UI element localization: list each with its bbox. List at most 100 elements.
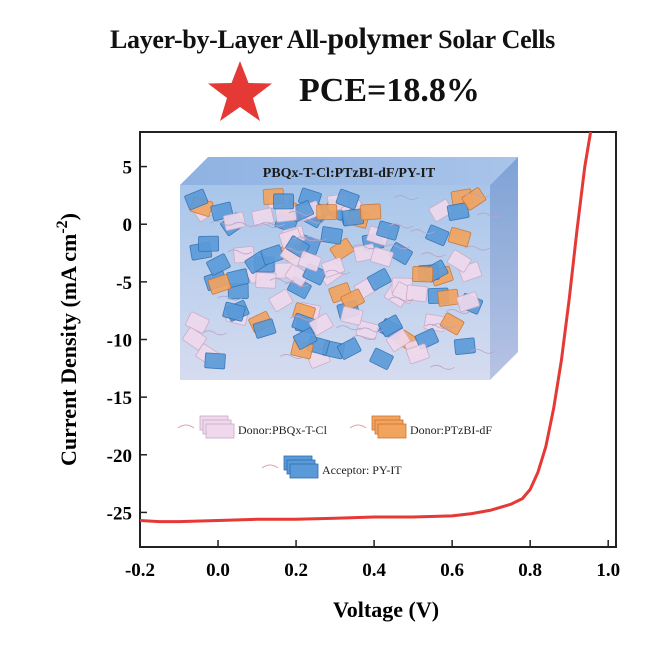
polymer-chain <box>388 296 414 302</box>
y-tick-label: -10 <box>107 331 132 352</box>
molecule-block <box>304 199 330 224</box>
molecule-block <box>453 337 476 355</box>
molecule-block <box>316 204 338 221</box>
y-tick-label: 0 <box>123 215 133 236</box>
cube-front-face <box>180 185 490 380</box>
polymer-chain <box>227 249 252 255</box>
plot-axes: -0.2 0.0 0.2 0.4 0.6 0.8 1.0 5 0 -5 -10 -15 -20 -25 Vo… <box>54 131 620 622</box>
polymer-chain <box>352 244 378 250</box>
x-tick-label: 0.4 <box>362 560 386 581</box>
molecule-block <box>339 205 364 227</box>
molecule-block <box>292 327 318 350</box>
legend-swatch <box>283 455 313 471</box>
molecule-block <box>279 243 305 267</box>
legend-swatch <box>202 419 232 435</box>
plot-frame <box>139 131 617 548</box>
molecule-block <box>341 200 366 222</box>
legend-chain <box>261 464 279 469</box>
molecule-block <box>427 287 449 305</box>
molecule-block <box>423 313 447 333</box>
molecule-block <box>285 235 310 259</box>
polymer-chain <box>288 210 313 216</box>
molecule-block <box>274 212 299 233</box>
pce-row: PCE=18.8% <box>205 58 525 128</box>
molecule-block <box>429 265 454 287</box>
polymer-chain <box>210 220 235 226</box>
molecule-block <box>184 188 209 211</box>
legend-item: Donor:PTzBI-dF <box>349 415 492 439</box>
molecule-block <box>260 244 285 266</box>
legend-swatch <box>377 423 407 439</box>
molecule-block <box>268 192 291 211</box>
legend-chain <box>349 424 367 429</box>
polymer-chain <box>325 269 351 275</box>
polymer-chain <box>477 212 502 218</box>
molecule-block <box>353 243 377 263</box>
molecule-block <box>391 281 417 305</box>
cube-side-face <box>490 157 518 380</box>
legend-swatch <box>374 419 404 435</box>
legend-label: Acceptor: PY-IT <box>322 463 402 477</box>
y-tick-label: -15 <box>107 388 132 409</box>
molecule-block <box>182 326 207 351</box>
molecule-block <box>252 318 277 339</box>
legend-label: Donor:PBQx-T-Cl <box>238 423 328 437</box>
morphology-inset: PBQx-T-Cl:PTzBI-dF/PY-IT Donor:PBQx-T-Cl D… <box>177 157 518 479</box>
molecule-block <box>222 301 246 322</box>
molecule-block <box>227 283 249 300</box>
polymer-chain <box>232 221 258 227</box>
molecule-block <box>412 266 434 283</box>
polymer-chain <box>410 229 435 234</box>
y-axis-label: Current Density (mA cm-2) <box>54 213 81 466</box>
molecule-block <box>203 270 228 292</box>
molecule-block <box>335 188 360 210</box>
polymer-chain <box>299 218 324 224</box>
molecule-block <box>207 274 232 295</box>
legend-item: Acceptor: PY-IT <box>261 455 402 479</box>
molecule-block <box>206 253 231 276</box>
y-tick-label: -25 <box>107 503 132 524</box>
polymer-chain <box>269 278 295 283</box>
molecule-block <box>437 288 460 307</box>
molecule-block <box>298 187 322 209</box>
molecule-block <box>289 200 314 223</box>
molecule-block <box>284 263 310 287</box>
molecule-block <box>192 198 218 222</box>
molecule-block <box>391 277 413 294</box>
polymer-chain <box>336 325 361 331</box>
molecule-block <box>273 193 295 210</box>
polymer-chain <box>217 295 242 301</box>
y-tick-label: -20 <box>107 446 132 467</box>
molecule-block <box>376 220 400 241</box>
molecule-block <box>323 198 348 221</box>
polymer-chain <box>281 247 306 253</box>
molecule-block <box>297 250 322 272</box>
legend-item: Donor:PBQx-T-Cl <box>177 415 328 439</box>
polymer-chain <box>202 330 227 336</box>
molecule-block <box>225 300 250 322</box>
molecule-block <box>322 340 346 360</box>
polymer-chain <box>431 323 457 329</box>
molecule-block <box>361 232 385 252</box>
molecule-block <box>336 337 362 360</box>
molecule-block <box>346 208 370 229</box>
molecule-block <box>262 188 285 205</box>
molecule-block <box>204 352 226 370</box>
molecule-block <box>428 199 454 222</box>
molecule-block <box>233 245 255 264</box>
molecule-block <box>378 314 403 338</box>
polymer-chain <box>358 327 384 333</box>
molecule-block <box>298 302 321 321</box>
molecule-block <box>185 311 210 334</box>
molecule-block <box>290 339 314 360</box>
molecule-block <box>446 249 472 273</box>
pce-value: PCE=18.8% <box>299 72 480 109</box>
molecule-block <box>287 276 312 299</box>
molecule-block <box>306 335 330 356</box>
molecule-block <box>220 212 245 236</box>
legend-swatch <box>286 459 316 475</box>
molecule-block <box>341 208 364 227</box>
molecule-block <box>461 187 487 211</box>
polymer-chain <box>470 348 495 354</box>
molecule-block <box>388 242 413 265</box>
